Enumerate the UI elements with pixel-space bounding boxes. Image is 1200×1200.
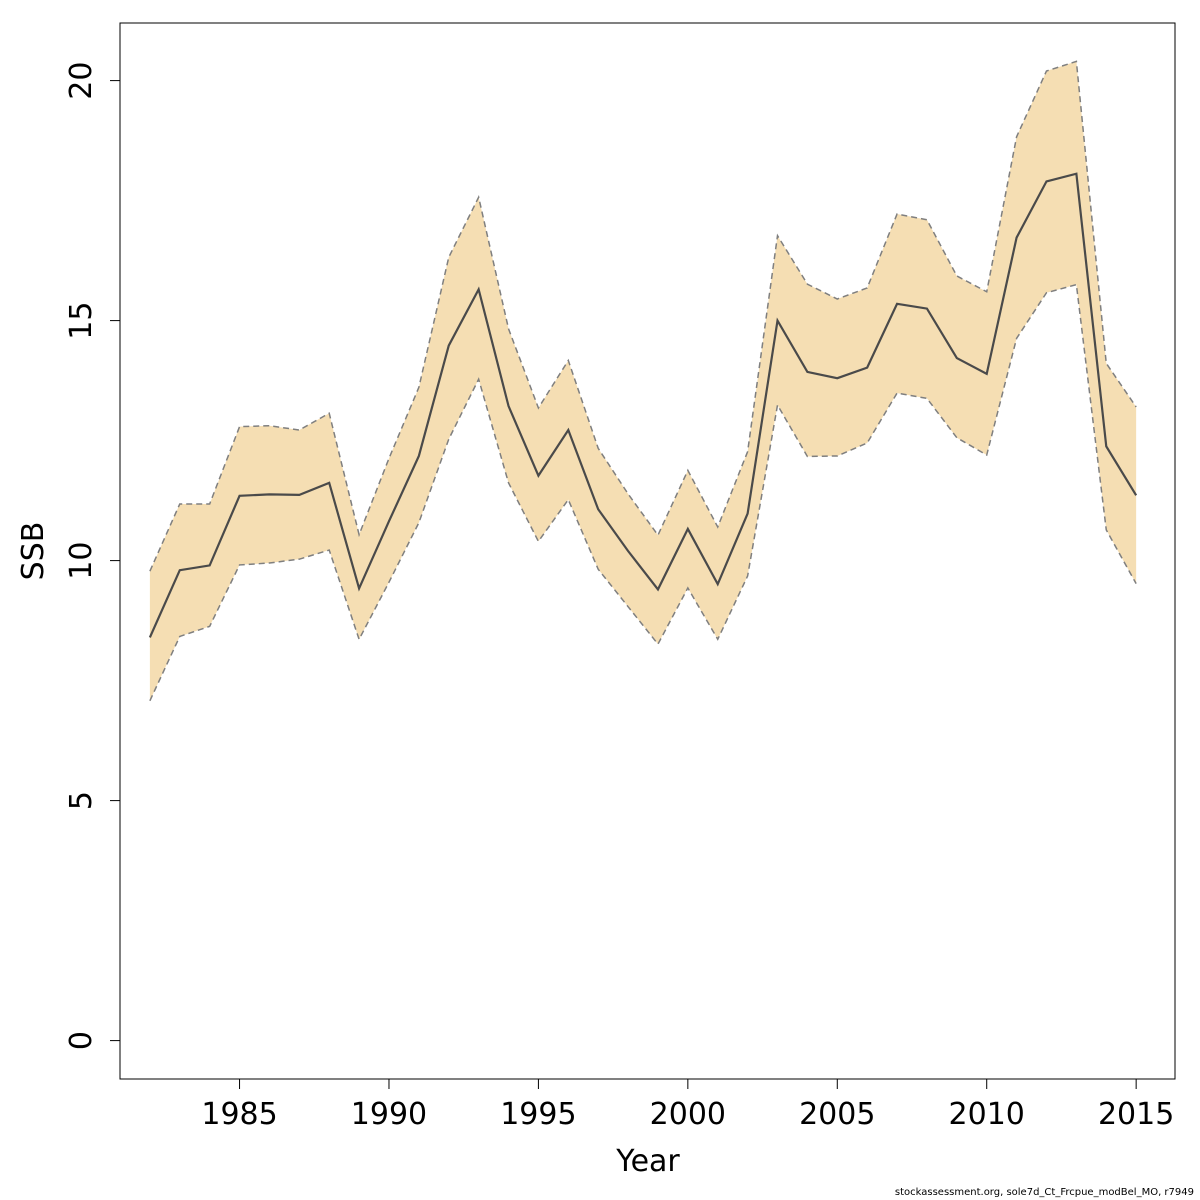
x-tick-label: 1990 <box>351 1097 427 1132</box>
x-tick-label: 2015 <box>1098 1097 1174 1132</box>
y-axis-label: SSB <box>16 522 51 581</box>
lower-bound-line <box>149 283 1137 702</box>
plot-frame <box>119 22 1176 1080</box>
y-tick-label: 20 <box>64 62 99 100</box>
x-axis: 1985 1990 1995 2000 2005 2010 2015 <box>201 1079 1174 1132</box>
x-tick-label: 2000 <box>650 1097 726 1132</box>
confidence-band <box>149 61 1137 701</box>
y-tick-label: 5 <box>64 791 99 810</box>
y-axis: 0 5 10 15 20 <box>64 62 120 1050</box>
x-tick-label: 1995 <box>500 1097 576 1132</box>
x-tick-label: 2005 <box>799 1097 875 1132</box>
plot-area <box>148 60 1138 702</box>
footnote: stockassessment.org, sole7d_Ct_Frcpue_mo… <box>894 1187 1194 1198</box>
x-axis-label: Year <box>615 1144 680 1179</box>
y-tick-label: 10 <box>64 542 99 580</box>
y-tick-label: 0 <box>64 1031 99 1050</box>
x-tick-label: 2010 <box>949 1097 1025 1132</box>
upper-bound-line <box>149 60 1137 572</box>
x-tick-label: 1985 <box>201 1097 277 1132</box>
y-tick-label: 15 <box>64 302 99 340</box>
ssb-estimate-line <box>148 172 1138 638</box>
